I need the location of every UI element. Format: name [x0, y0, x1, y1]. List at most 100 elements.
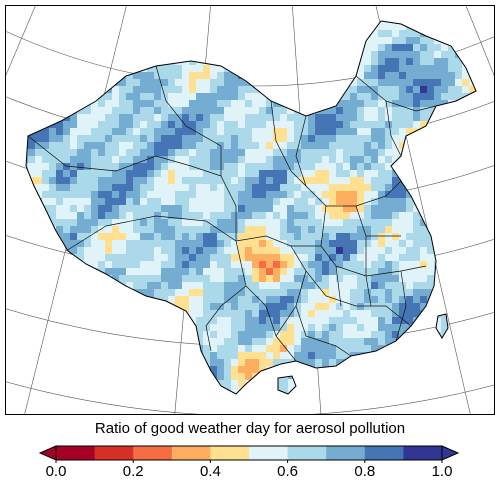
map-cell	[392, 275, 400, 283]
map-cell	[161, 282, 169, 290]
map-cell	[315, 191, 323, 199]
map-cell	[378, 114, 386, 122]
map-cell	[161, 247, 169, 255]
map-cell	[301, 240, 309, 248]
map-cell	[196, 324, 204, 332]
map-cell	[441, 226, 449, 234]
map-cell	[469, 303, 476, 311]
map-cell	[70, 86, 78, 94]
map-cell	[42, 30, 50, 38]
map-cell	[119, 58, 127, 66]
map-cell	[231, 345, 239, 353]
map-cell	[336, 30, 344, 38]
map-cell	[203, 219, 211, 227]
map-cell	[189, 240, 197, 248]
map-cell	[56, 135, 64, 143]
map-cell	[203, 275, 211, 283]
map-cell	[280, 359, 288, 367]
map-cell	[336, 37, 344, 45]
map-cell	[175, 345, 183, 353]
map-cell	[182, 86, 190, 94]
map-cell	[420, 310, 428, 318]
map-cell	[147, 51, 155, 59]
map-cell	[147, 268, 155, 276]
map-cell	[224, 128, 232, 136]
map-cell	[392, 366, 400, 374]
map-cell	[329, 275, 337, 283]
map-cell	[420, 233, 428, 241]
map-cell	[154, 261, 162, 269]
map-cell	[350, 107, 358, 115]
map-cell	[28, 219, 36, 227]
map-cell	[91, 21, 99, 24]
map-cell	[406, 387, 414, 394]
map-cell	[434, 100, 442, 108]
map-cell	[273, 338, 281, 346]
map-cell	[336, 170, 344, 178]
map-cell	[35, 79, 43, 87]
map-cell	[343, 177, 351, 185]
map-cell	[28, 121, 36, 129]
map-cell	[210, 30, 218, 38]
map-cell	[77, 142, 85, 150]
map-cell	[70, 21, 78, 24]
map-cell	[63, 373, 71, 381]
map-cell	[420, 51, 428, 59]
map-cell	[175, 184, 183, 192]
map-cell	[420, 268, 428, 276]
map-cell	[210, 128, 218, 136]
map-cell	[147, 163, 155, 171]
map-cell	[322, 387, 330, 394]
map-cell	[70, 93, 78, 101]
map-cell	[427, 317, 435, 325]
map-cell	[189, 380, 197, 388]
map-cell	[280, 394, 288, 402]
map-cell	[462, 177, 470, 185]
map-cell	[196, 128, 204, 136]
map-cell	[217, 247, 225, 255]
map-cell	[413, 23, 421, 31]
map-cell	[294, 268, 302, 276]
map-cell	[455, 58, 463, 66]
map-cell	[280, 198, 288, 206]
map-cell	[441, 233, 449, 241]
map-cell	[476, 275, 484, 283]
map-cell	[168, 86, 176, 94]
map-cell	[175, 275, 183, 283]
map-cell	[420, 254, 428, 262]
map-cell	[203, 177, 211, 185]
map-cell	[154, 142, 162, 150]
map-cell	[224, 135, 232, 143]
map-cell	[224, 317, 232, 325]
map-cell	[147, 79, 155, 87]
map-cell	[469, 51, 476, 59]
map-cell	[196, 359, 204, 367]
map-cell	[287, 352, 295, 360]
map-cell	[427, 44, 435, 52]
map-cell	[322, 359, 330, 367]
map-cell	[280, 282, 288, 290]
map-cell	[357, 65, 365, 73]
map-cell	[126, 219, 134, 227]
map-cell	[182, 331, 190, 339]
map-cell	[56, 163, 64, 171]
map-cell	[308, 303, 316, 311]
map-cell	[210, 156, 218, 164]
map-cell	[203, 240, 211, 248]
map-cell	[448, 373, 456, 381]
map-cell	[448, 380, 456, 388]
map-cell	[434, 23, 442, 31]
map-cell	[147, 345, 155, 353]
map-cell	[112, 212, 120, 220]
taiwan-cell	[441, 314, 448, 319]
map-cell	[119, 268, 127, 276]
map-cell	[154, 310, 162, 318]
map-cell	[231, 380, 239, 388]
map-cell	[252, 394, 260, 402]
map-cell	[469, 261, 476, 269]
map-cell	[448, 240, 456, 248]
map-cell	[427, 135, 435, 143]
hainan-cell	[278, 379, 282, 387]
map-cell	[364, 191, 372, 199]
map-cell	[91, 44, 99, 52]
